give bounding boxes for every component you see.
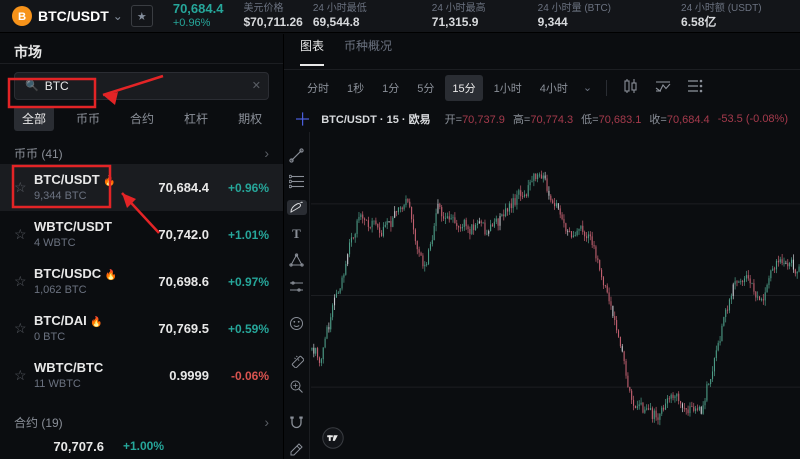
svg-text:B: B <box>18 11 26 23</box>
